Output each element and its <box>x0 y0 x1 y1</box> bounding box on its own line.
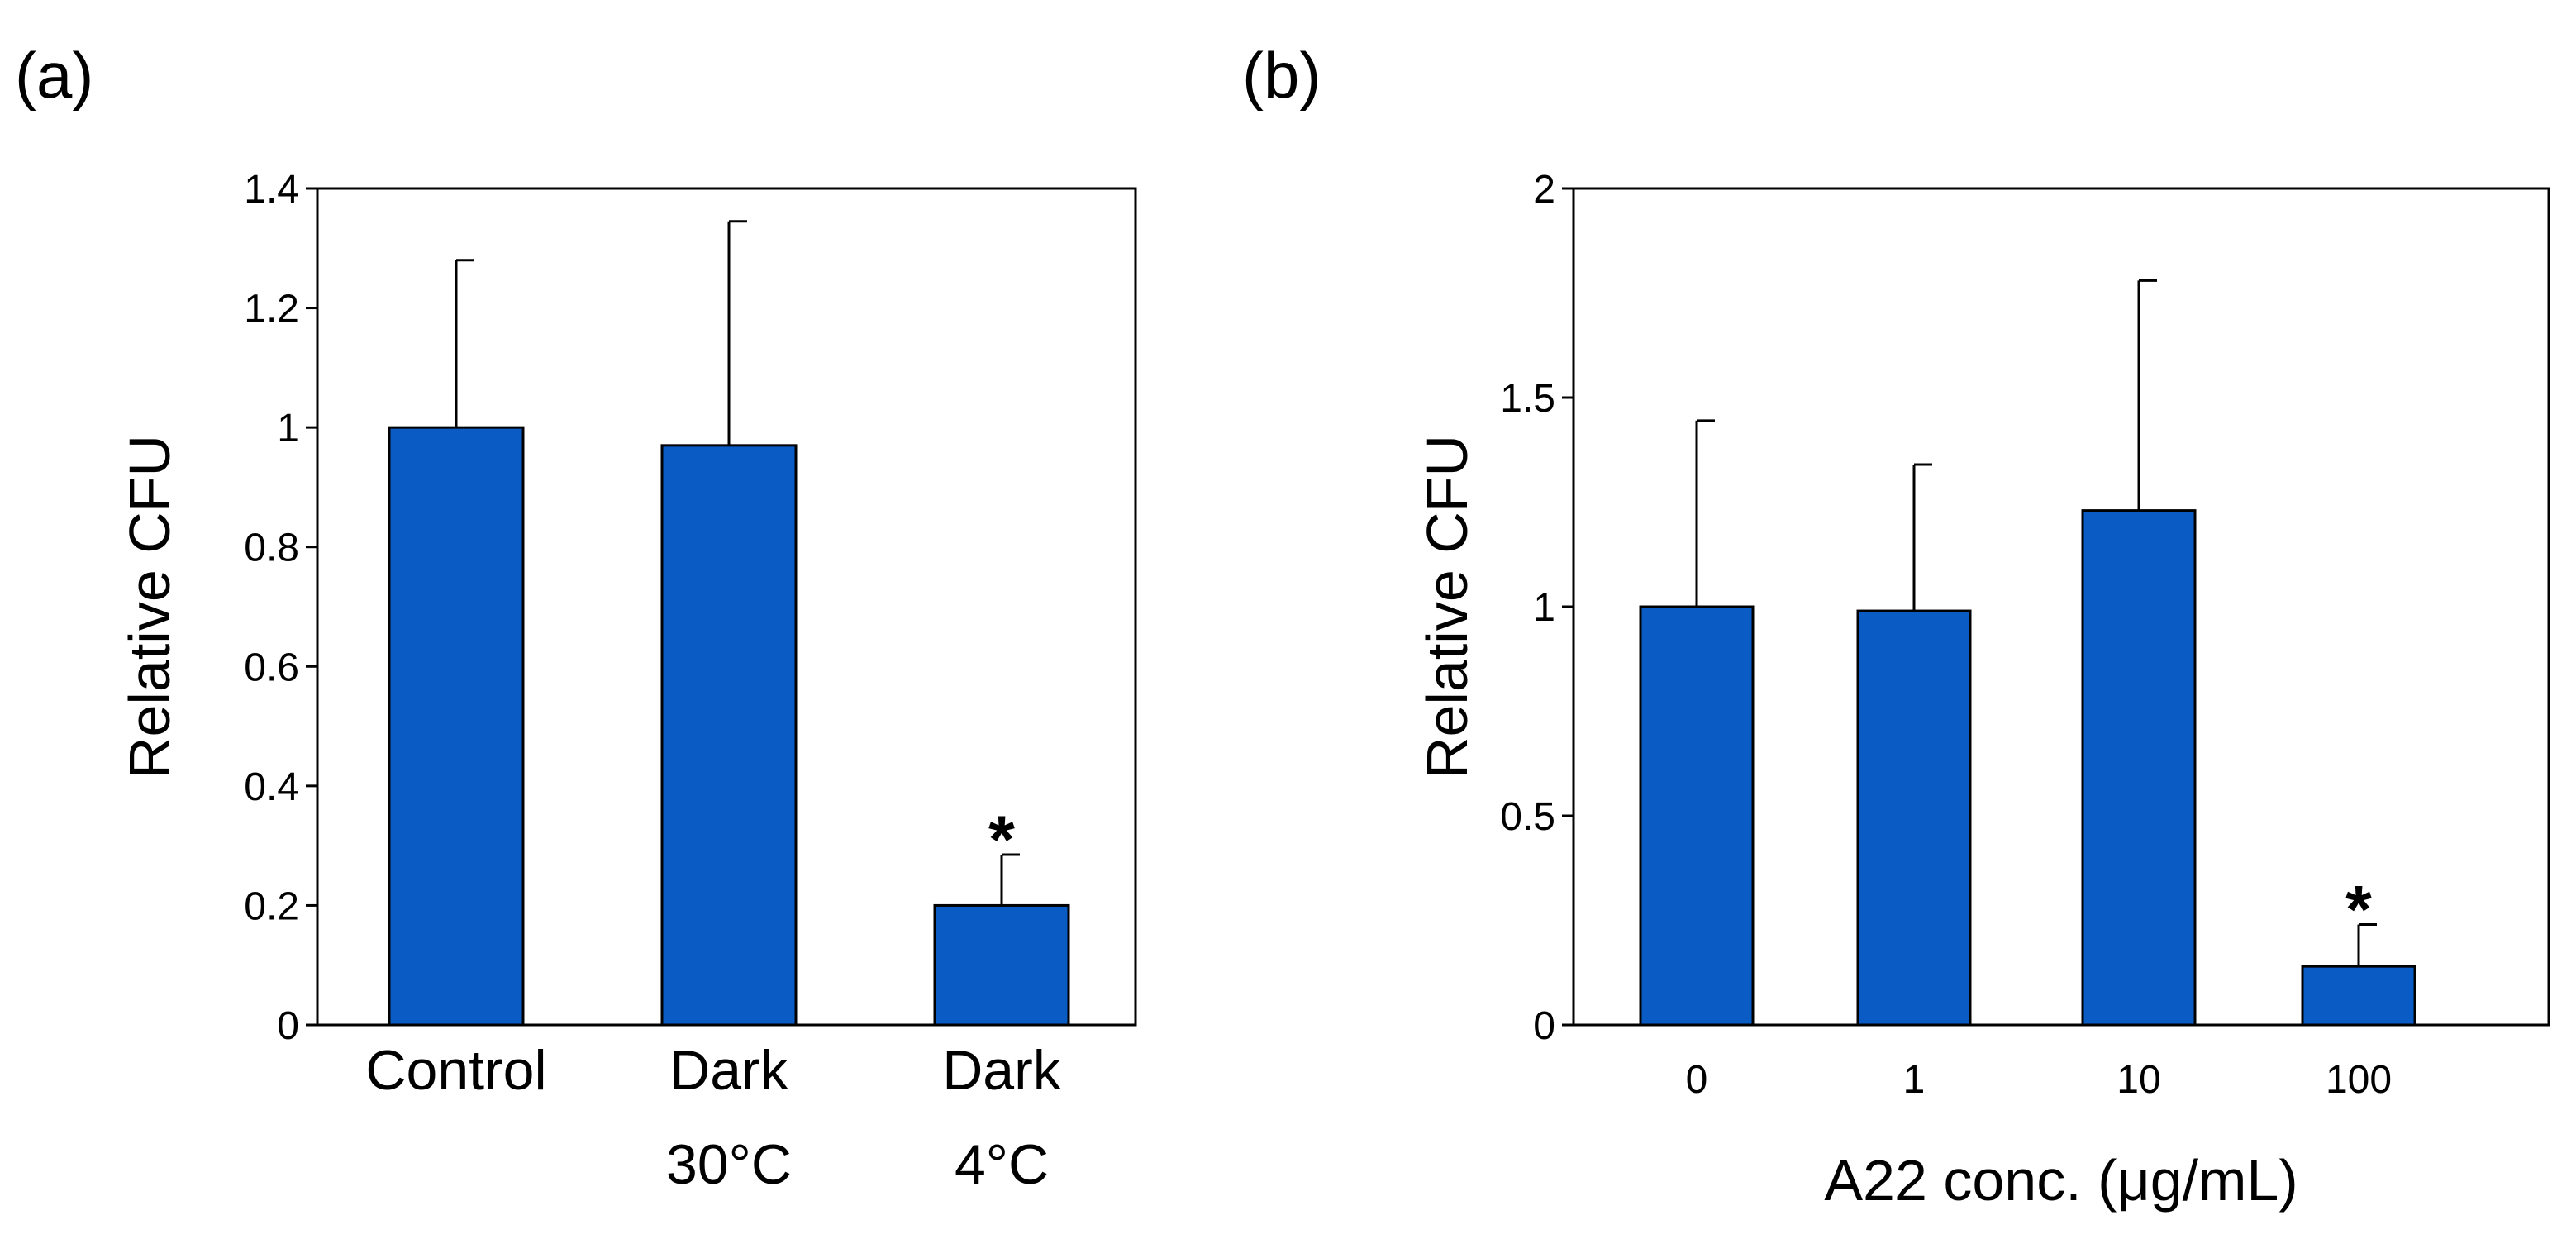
panel-a-x-category-label-2-line-1: 4°C <box>955 1133 1049 1196</box>
panel-b-significance-marker-3: * <box>2345 873 2372 948</box>
panel-a-y-tick-label-6: 1.2 <box>244 288 299 331</box>
panel-a-bar-2 <box>933 903 1070 1027</box>
panel-b-x-category-label-0: 0 <box>1686 1058 1708 1102</box>
panel-a-y-tick-label-7: 1.4 <box>244 168 299 212</box>
panel-a-y-tick-label-3: 0.6 <box>244 646 299 689</box>
panel-a-x-category-label-1-line-0: Dark <box>669 1039 789 1102</box>
panel-b-y-tick-label-0: 0 <box>1533 1004 1555 1048</box>
panel-b-y-axis-title: Relative CFU <box>1415 435 1479 779</box>
panel-a-y-tick-label-1: 0.2 <box>244 884 299 928</box>
panel-a-y-tick-label-0: 0 <box>277 1004 299 1048</box>
panel-b-bar-3 <box>2301 965 2416 1027</box>
panel-b-bar-1 <box>1856 609 1972 1027</box>
panel-a-x-category-label-2-line-0: Dark <box>942 1039 1062 1102</box>
panel-a-y-tick-label-2: 0.4 <box>244 765 299 809</box>
panel-b-x-category-label-1: 1 <box>1903 1058 1926 1102</box>
panel-a-y-tick-label-5: 1 <box>277 407 299 450</box>
panel-a-x-category-label-0: Control <box>365 1039 546 1102</box>
panel-a-bar-1 <box>660 444 798 1027</box>
panel-b-bar-2 <box>2081 509 2197 1027</box>
panel-b-x-axis-title: A22 conc. (μg/mL) <box>1824 1148 2297 1213</box>
panel-a-plot-frame <box>316 187 1137 1027</box>
panel-a-y-axis-title: Relative CFU <box>117 435 182 779</box>
panel-b-y-tick-label-3: 1.5 <box>1500 377 1555 421</box>
panel-a-bar-0 <box>388 426 525 1027</box>
panel-b-x-category-label-3: 100 <box>2326 1058 2392 1102</box>
panel-a-significance-marker-2: * <box>988 803 1015 878</box>
panel-b-bar-0 <box>1639 605 1755 1027</box>
panel-a-x-category-label-1-line-1: 30°C <box>666 1133 792 1196</box>
panel-a-y-tick-label-4: 0.8 <box>244 527 299 570</box>
panel-b-x-category-label-2: 10 <box>2117 1058 2160 1102</box>
panel-b-y-tick-label-4: 2 <box>1533 168 1555 212</box>
panel-b-label: (b) <box>1242 39 1321 112</box>
panel-b-y-tick-label-1: 0.5 <box>1500 795 1555 839</box>
panel-b-y-tick-label-2: 1 <box>1533 586 1555 630</box>
panel-a-label: (a) <box>15 39 93 112</box>
